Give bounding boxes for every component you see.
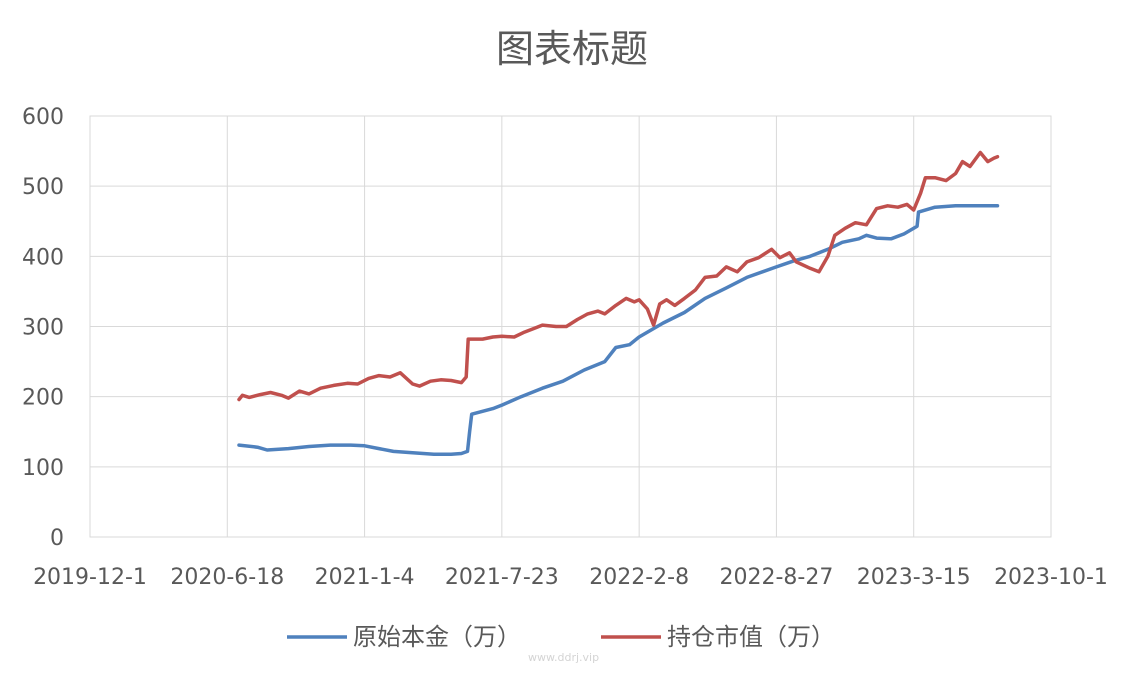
y-tick-label: 400 xyxy=(22,245,64,270)
y-tick-label: 500 xyxy=(22,175,64,200)
x-tick-label: 2022-8-27 xyxy=(719,565,833,590)
x-tick-label: 2023-3-15 xyxy=(857,565,971,590)
legend-label-1: 原始本金（万） xyxy=(353,623,521,651)
x-tick-label: 2020-6-18 xyxy=(170,565,284,590)
y-axis-ticks: 0 100 200 300 400 500 600 xyxy=(22,105,64,551)
y-tick-label: 200 xyxy=(22,386,64,411)
x-tick-label: 2021-1-4 xyxy=(315,565,415,590)
x-tick-label: 2023-10-1 xyxy=(994,565,1108,590)
x-tick-label: 2021-7-23 xyxy=(445,565,559,590)
series-line-2 xyxy=(237,150,1000,402)
x-tick-label: 2022-2-8 xyxy=(589,565,689,590)
watermark: www.ddrj.vip xyxy=(528,651,600,664)
gridlines xyxy=(89,115,1052,538)
x-axis-ticks: 2019-12-1 2020-6-18 2021-1-4 2021-7-23 2022-… xyxy=(33,565,1108,590)
y-tick-label: 300 xyxy=(22,316,64,341)
y-tick-label: 600 xyxy=(22,105,64,130)
series-line-1 xyxy=(237,204,1000,456)
x-tick-label: 2019-12-1 xyxy=(33,565,147,590)
chart-title: 图表标题 xyxy=(496,27,648,71)
y-tick-label: 0 xyxy=(50,526,64,551)
legend: 原始本金（万） 持仓市值（万） xyxy=(287,623,835,651)
legend-label-2: 持仓市值（万） xyxy=(667,623,835,651)
series-lines xyxy=(237,150,1000,456)
y-tick-label: 100 xyxy=(22,456,64,481)
